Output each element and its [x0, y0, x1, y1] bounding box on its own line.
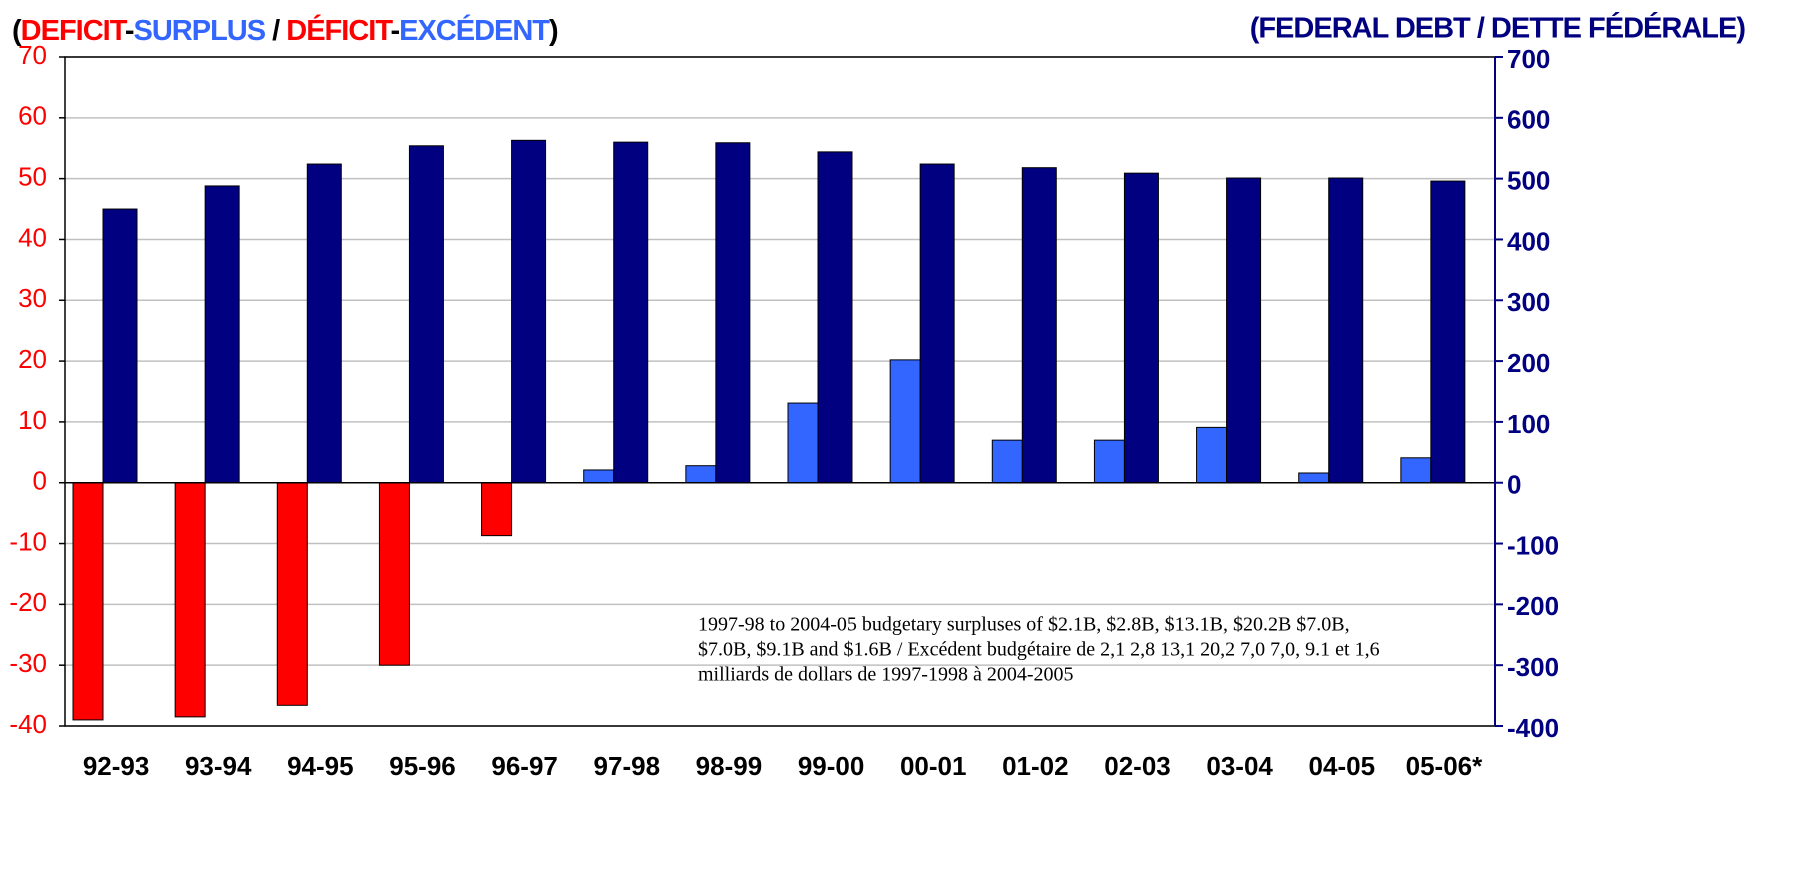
x-tick-label: 92-93: [83, 751, 150, 781]
bar: [408, 145, 444, 484]
y2-tick-label: -100: [1507, 530, 1559, 560]
x-tick-label: 97-98: [594, 751, 661, 781]
y2-title: (FEDERAL DEBT / DETTE FÉDÉRALE): [1250, 11, 1746, 45]
bar: [685, 465, 717, 484]
y2-tick-label: -400: [1507, 713, 1559, 743]
chart-title: (DEFICIT-SURPLUS / DÉFICIT-EXCÉDENT): [12, 13, 558, 47]
y-tick-label: 30: [18, 283, 47, 313]
bar: [613, 141, 649, 484]
x-tick-label: 01-02: [1002, 751, 1069, 781]
y-tick-label: 70: [18, 40, 47, 70]
y-tick-label: -40: [9, 709, 47, 739]
bar: [1196, 426, 1228, 484]
y-tick-label: 40: [18, 222, 47, 252]
y2-tick-label: 100: [1507, 409, 1550, 439]
x-tick-label: 05-06*: [1406, 751, 1483, 781]
bar: [204, 185, 240, 484]
bar: [1400, 457, 1432, 484]
title-part: (: [12, 15, 22, 47]
bar: [378, 482, 410, 666]
y2-tick-label: -300: [1507, 652, 1559, 682]
y2-tick-label: 0: [1507, 470, 1521, 500]
y2-tick-label: 700: [1507, 44, 1550, 74]
bar: [276, 482, 308, 706]
bar: [1328, 177, 1364, 484]
bar: [174, 482, 206, 718]
annotation: $7.0B, $9.1B and $1.6B / Excédent budgét…: [698, 639, 1380, 661]
bar: [481, 482, 513, 537]
bar: [991, 439, 1023, 484]
y2-tick-label: 500: [1507, 166, 1550, 196]
bar: [817, 151, 853, 484]
bar: [306, 163, 342, 484]
y-tick-label: 0: [33, 466, 47, 496]
y-tick-label: 50: [18, 162, 47, 192]
x-tick-label: 93-94: [185, 751, 252, 781]
x-tick-label: 95-96: [389, 751, 456, 781]
bar: [1021, 167, 1057, 484]
x-tick-label: 94-95: [287, 751, 354, 781]
title-part: -: [390, 15, 399, 47]
y-tick-label: 20: [18, 344, 47, 374]
bar: [511, 139, 547, 484]
title-part: -: [125, 15, 134, 47]
y-tick-label: 10: [18, 405, 47, 435]
bar: [889, 359, 921, 484]
x-tick-label: 02-03: [1104, 751, 1171, 781]
title-part: ): [549, 15, 558, 47]
y2-tick-label: 200: [1507, 348, 1550, 378]
bar: [583, 469, 615, 484]
bar: [1226, 177, 1262, 484]
bar: [72, 482, 104, 721]
annotation: 1997-98 to 2004-05 budgetary surpluses o…: [698, 614, 1350, 636]
y2-tick-label: 400: [1507, 226, 1550, 256]
bar: [787, 402, 819, 484]
x-tick-label: 98-99: [696, 751, 763, 781]
y-tick-label: -30: [9, 648, 47, 678]
x-tick-label: 00-01: [900, 751, 967, 781]
title-part: SURPLUS: [134, 15, 266, 47]
bar: [1298, 472, 1330, 484]
annotation: milliards de dollars de 1997-1998 à 2004…: [698, 664, 1074, 686]
y2-tick-label: -200: [1507, 591, 1559, 621]
bar: [715, 142, 751, 484]
y-tick-label: -20: [9, 587, 47, 617]
y2-tick-label: 600: [1507, 105, 1550, 135]
title-part: EXCÉDENT: [399, 13, 550, 47]
bar: [1123, 172, 1159, 484]
x-tick-label: 96-97: [491, 751, 558, 781]
x-tick-label: 03-04: [1206, 751, 1273, 781]
y2-tick-label: 300: [1507, 287, 1550, 317]
title-part: DEFICIT: [21, 15, 128, 47]
x-tick-label: 99-00: [798, 751, 865, 781]
y-tick-label: 60: [18, 101, 47, 131]
title-part: /: [265, 15, 286, 47]
x-tick-label: 04-05: [1309, 751, 1376, 781]
title-part: DÉFICIT: [286, 13, 393, 47]
y-tick-label: -10: [9, 526, 47, 556]
bar: [102, 208, 138, 484]
bar: [919, 163, 955, 484]
bar: [1093, 439, 1125, 484]
bar: [1430, 180, 1466, 484]
